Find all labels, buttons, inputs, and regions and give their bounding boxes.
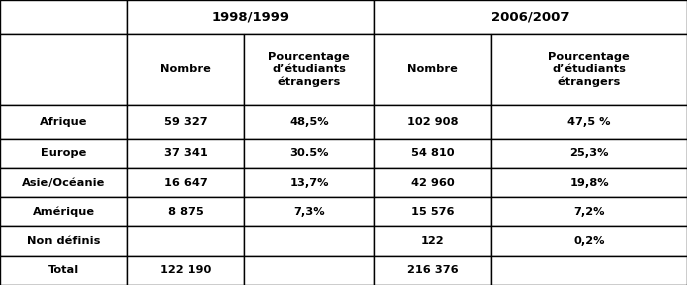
Text: 122: 122 [421,236,444,246]
Bar [491,139,687,168]
Text: 30.5%: 30.5% [289,148,329,158]
Text: 122 190: 122 190 [160,265,211,275]
Text: Nombre: Nombre [160,64,211,74]
Bar [0,34,127,105]
Text: 102 908: 102 908 [407,117,458,127]
Bar [491,168,687,197]
Text: Asie/Océanie: Asie/Océanie [22,178,105,188]
Bar [127,139,244,168]
Text: 216 376: 216 376 [407,265,459,275]
Bar [127,197,244,227]
Bar [374,256,491,285]
Bar [491,197,687,227]
Text: 8 875: 8 875 [168,207,203,217]
Bar [374,105,491,139]
Bar [244,139,374,168]
Text: 48,5%: 48,5% [289,117,329,127]
Bar [244,105,374,139]
Text: 42 960: 42 960 [411,178,455,188]
Bar [374,168,491,197]
Text: Non définis: Non définis [27,236,100,246]
Bar [374,227,491,256]
Bar [127,168,244,197]
Bar [244,227,374,256]
Bar [127,227,244,256]
Text: Amérique: Amérique [32,207,95,217]
Bar [0,256,127,285]
Text: 1998/1999: 1998/1999 [212,11,290,23]
Bar [127,0,374,34]
Bar [0,168,127,197]
Bar [244,34,374,105]
Bar [374,197,491,227]
Text: 37 341: 37 341 [164,148,207,158]
Bar [491,34,687,105]
Text: Total: Total [48,265,79,275]
Bar [491,105,687,139]
Text: 7,3%: 7,3% [293,207,325,217]
Text: 16 647: 16 647 [164,178,207,188]
Bar [244,197,374,227]
Bar [0,105,127,139]
Bar [0,197,127,227]
Text: Afrique: Afrique [40,117,87,127]
Bar [0,0,127,34]
Bar [491,227,687,256]
Bar [0,139,127,168]
Bar [127,34,244,105]
Bar [244,168,374,197]
Bar [127,105,244,139]
Bar [374,34,491,105]
Bar [244,256,374,285]
Bar [127,256,244,285]
Bar [374,0,687,34]
Text: 2006/2007: 2006/2007 [491,11,570,23]
Text: 19,8%: 19,8% [570,178,609,188]
Text: Nombre: Nombre [407,64,458,74]
Text: 13,7%: 13,7% [289,178,329,188]
Text: 59 327: 59 327 [164,117,207,127]
Text: Europe: Europe [41,148,87,158]
Bar [374,139,491,168]
Text: 25,3%: 25,3% [570,148,609,158]
Bar [0,227,127,256]
Bar [491,256,687,285]
Text: 7,2%: 7,2% [574,207,605,217]
Text: 0,2%: 0,2% [574,236,605,246]
Text: 15 576: 15 576 [411,207,455,217]
Text: 54 810: 54 810 [411,148,455,158]
Text: 47,5 %: 47,5 % [567,117,611,127]
Text: Pourcentage
d’étudiants
étrangers: Pourcentage d’étudiants étrangers [548,52,630,87]
Text: Pourcentage
d’étudiants
étrangers: Pourcentage d’étudiants étrangers [269,52,350,87]
